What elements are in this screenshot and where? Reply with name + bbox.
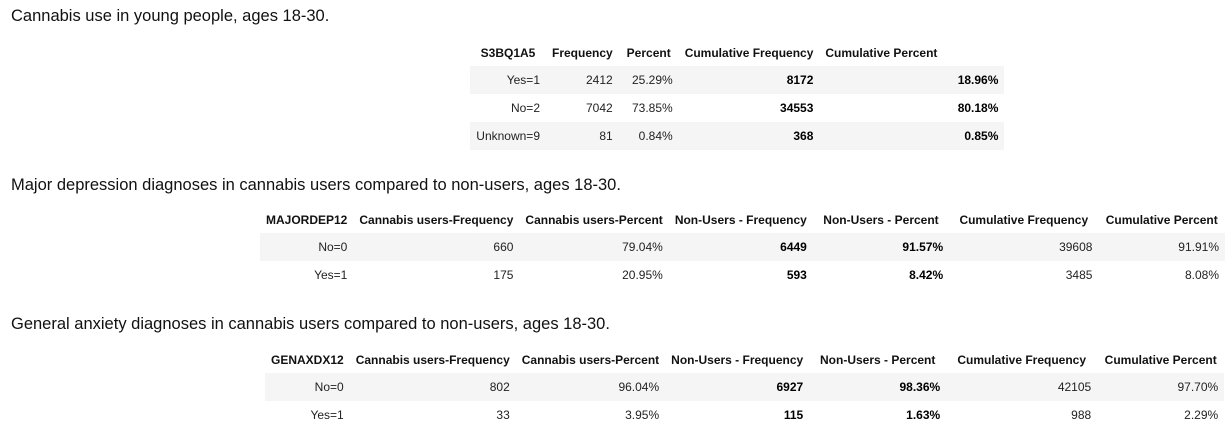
table-cell: 34553 (780, 101, 814, 115)
table-cell: 2.29% (1184, 408, 1219, 422)
general-anxiety-table: GENAXDX12 Cannabis users-Frequency Canna… (265, 347, 1225, 429)
table-cell: 3485 (1065, 268, 1093, 282)
table-cell: No=2 (510, 101, 540, 115)
major-depression-title: Major depression diagnoses in cannabis u… (11, 176, 621, 194)
table-row: No=0 802 96.04% 6927 98.36% 42105 97.70% (265, 373, 1225, 401)
column-header: MAJORDEP12 (266, 213, 348, 227)
table-cell: 2412 (546, 66, 619, 94)
column-header: Non-Users - Frequency (674, 213, 807, 227)
table-cell: 0.84% (618, 122, 679, 150)
table-cell: 593 (786, 268, 807, 282)
cannabis-use-table: S3BQ1A5 Frequency Percent Cumulative Fre… (470, 40, 1005, 150)
table-cell: No=0 (265, 373, 350, 401)
table-row: Unknown=9 81 0.84% 368 0.85% (470, 122, 1005, 150)
table-cell: 18.96% (819, 66, 1005, 94)
table-cell: 96.04% (515, 373, 666, 401)
table-cell: 7042 (585, 101, 613, 115)
table-row: Yes=1 175 20.95% 593 8.42% 3485 8.08% (260, 261, 1225, 289)
table-cell: 802 (349, 373, 516, 401)
table-cell: 98.36% (809, 373, 947, 401)
table-cell: Unknown=9 (470, 122, 546, 150)
table-cell: 80.18% (957, 101, 999, 115)
column-header: Non-Users - Percent (823, 213, 939, 227)
table-cell: Yes=1 (314, 268, 348, 282)
column-header: Non-Users - Percent (820, 353, 936, 367)
table-cell: 8.08% (1184, 268, 1219, 282)
cannabis-use-title: Cannabis use in young people, ages 18-30… (11, 7, 330, 25)
table-header-row: GENAXDX12 Cannabis users-Frequency Canna… (265, 347, 1224, 373)
table-cell: 8.42% (909, 268, 944, 282)
table-row: Yes=1 33 3.95% 115 1.63% 988 2.29% (265, 401, 1224, 429)
column-header: Percent (626, 46, 671, 60)
table-cell: 175 (493, 268, 514, 282)
table-cell: Yes=1 (310, 408, 344, 422)
table-cell: 79.04% (519, 233, 669, 261)
column-header: Cannabis users-Frequency (355, 353, 510, 367)
table-cell: 115 (783, 408, 804, 422)
table-row: Yes=1 2412 25.29% 8172 18.96% (470, 66, 1005, 94)
major-depression-table: MAJORDEP12 Cannabis users-Frequency Cann… (260, 207, 1225, 289)
column-header: Non-Users - Frequency (671, 353, 804, 367)
table-cell: 8172 (678, 66, 820, 94)
table-cell: 33 (496, 408, 510, 422)
column-header: GENAXDX12 (271, 353, 344, 367)
table-row: No=2 7042 73.85% 34553 80.18% (470, 94, 1004, 122)
table-header-row: MAJORDEP12 Cannabis users-Frequency Cann… (260, 207, 1225, 233)
table-cell: 97.70% (1097, 373, 1225, 401)
table-cell: 20.95% (622, 268, 663, 282)
column-header: Cumulative Frequency (684, 46, 814, 60)
table-cell: Yes=1 (470, 66, 546, 94)
column-header: Cannabis users-Frequency (359, 213, 514, 227)
table-cell: 0.85% (819, 122, 1005, 150)
table-cell: 73.85% (631, 101, 673, 115)
table-cell: 42105 (946, 373, 1098, 401)
general-anxiety-title: General anxiety diagnoses in cannabis us… (11, 315, 610, 333)
table-cell: 988 (1071, 408, 1092, 422)
column-header: Cannabis users-Percent (521, 353, 660, 367)
column-header: Cumulative Frequency (957, 353, 1087, 367)
table-cell: 660 (353, 233, 520, 261)
table-header-row: S3BQ1A5 Frequency Percent Cumulative Fre… (470, 40, 1004, 66)
column-header: Cumulative Percent (825, 46, 938, 60)
table-cell: 6927 (665, 373, 810, 401)
column-header: Cannabis users-Percent (525, 213, 663, 227)
table-cell: 39608 (949, 233, 1099, 261)
table-row: No=0 660 79.04% 6449 91.57% 39608 91.91% (260, 233, 1225, 261)
table-cell: 91.91% (1098, 233, 1225, 261)
table-cell: 25.29% (618, 66, 679, 94)
table-cell: 6449 (668, 233, 813, 261)
table-cell: 91.57% (812, 233, 950, 261)
table-cell: 3.95% (625, 408, 660, 422)
column-header: Cumulative Percent (1104, 353, 1217, 367)
column-header: S3BQ1A5 (480, 46, 536, 60)
table-cell: 368 (678, 122, 820, 150)
table-cell: 1.63% (906, 408, 941, 422)
table-cell: No=0 (260, 233, 354, 261)
column-header: Cumulative Frequency (959, 213, 1089, 227)
column-header: Cumulative Percent (1105, 213, 1218, 227)
column-header: Frequency (552, 46, 613, 60)
table-cell: 81 (546, 122, 619, 150)
